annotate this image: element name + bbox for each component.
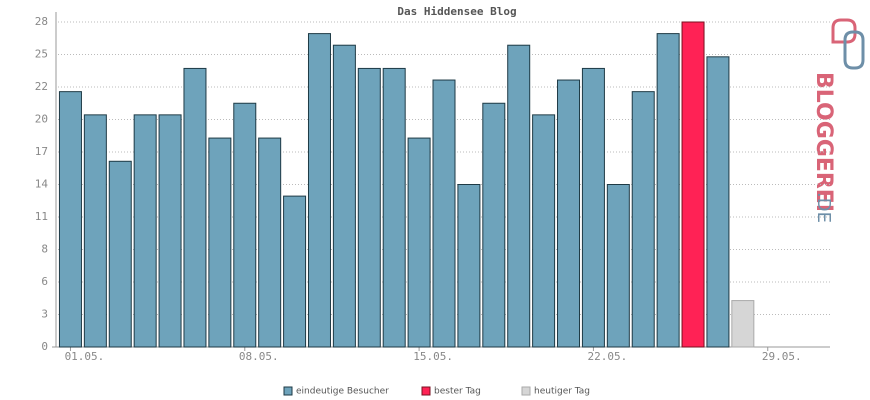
y-tick-label: 14 [35,178,49,191]
y-tick-label: 25 [35,48,48,61]
watermark-text: BLOGGEREI [811,72,836,212]
bar [706,56,730,348]
legend-swatch [521,386,531,396]
x-tick-label: 01.05. [65,350,105,363]
bar [357,67,381,348]
y-tick-label: 20 [35,113,48,126]
x-tick-label: 22.05. [588,350,628,363]
bar [158,114,182,348]
y-tick-label: 28 [35,15,48,28]
legend-swatch [421,386,431,396]
bar [208,137,232,348]
bar [482,102,506,348]
chart-title: Das Hiddensee Blog [397,5,516,18]
bar [507,44,531,348]
bar [283,195,307,348]
bar [258,137,282,348]
bar [307,33,331,348]
bar [58,91,82,348]
bar [83,114,107,348]
bar [133,114,157,348]
y-tick-label: 11 [35,210,48,223]
y-tick-label: 17 [35,145,48,158]
y-tick-label: 3 [41,308,48,321]
y-tick-label: 8 [41,243,48,256]
bar [681,21,705,348]
x-tick-label: 08.05. [239,350,279,363]
legend-label: eindeutige Besucher [296,387,389,397]
legend-swatch [283,386,293,396]
bar [183,67,207,348]
x-tick-label: 15.05. [413,350,453,363]
y-tick-label: 6 [41,275,48,288]
watermark: BLOGGEREI .DE [811,72,836,223]
y-tick-label: 0 [41,340,48,353]
bar [108,160,132,348]
logo-icon [843,30,865,70]
bar [407,137,431,348]
x-tick-label: 29.05. [762,350,802,363]
bar [557,79,581,348]
legend-label: heutiger Tag [534,387,590,397]
bar [432,79,456,348]
bar [731,300,755,348]
bar [581,67,605,348]
bar [532,114,556,348]
legend-label: bester Tag [434,387,481,397]
logo-icon [831,18,857,44]
watermark-suffix: .DE [813,192,834,223]
bar [656,33,680,348]
y-tick-label: 22 [35,80,48,93]
bar [233,102,257,348]
bar [606,184,630,348]
bar [332,44,356,348]
bar [382,67,406,348]
bar [631,91,655,348]
bar [457,184,481,348]
